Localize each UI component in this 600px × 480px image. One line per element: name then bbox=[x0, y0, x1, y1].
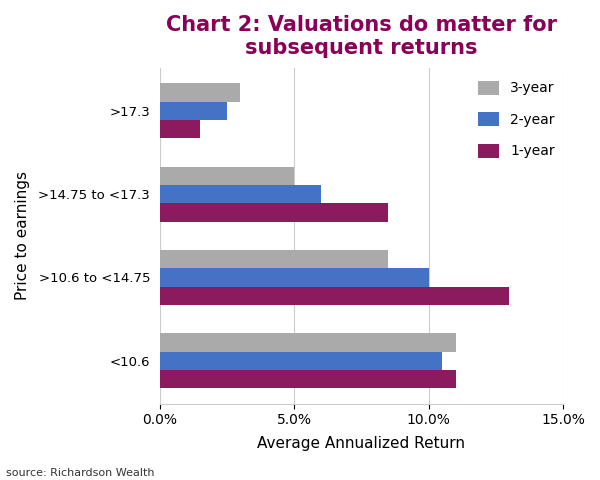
Title: Chart 2: Valuations do matter for
subsequent returns: Chart 2: Valuations do matter for subseq… bbox=[166, 15, 557, 58]
Bar bbox=[160, 204, 388, 222]
Y-axis label: Price to earnings: Price to earnings bbox=[15, 171, 30, 300]
Bar bbox=[160, 102, 227, 120]
X-axis label: Average Annualized Return: Average Annualized Return bbox=[257, 436, 466, 451]
Bar bbox=[160, 84, 241, 102]
Legend: 3-year, 2-year, 1-year: 3-year, 2-year, 1-year bbox=[472, 75, 560, 164]
Bar bbox=[160, 250, 388, 268]
Bar bbox=[160, 167, 294, 185]
Bar bbox=[160, 268, 428, 287]
Bar bbox=[160, 120, 200, 138]
Bar bbox=[160, 333, 455, 352]
Bar bbox=[160, 287, 509, 305]
Bar bbox=[160, 370, 455, 388]
Text: source: Richardson Wealth: source: Richardson Wealth bbox=[6, 468, 155, 478]
Bar bbox=[160, 185, 321, 204]
Bar bbox=[160, 352, 442, 370]
